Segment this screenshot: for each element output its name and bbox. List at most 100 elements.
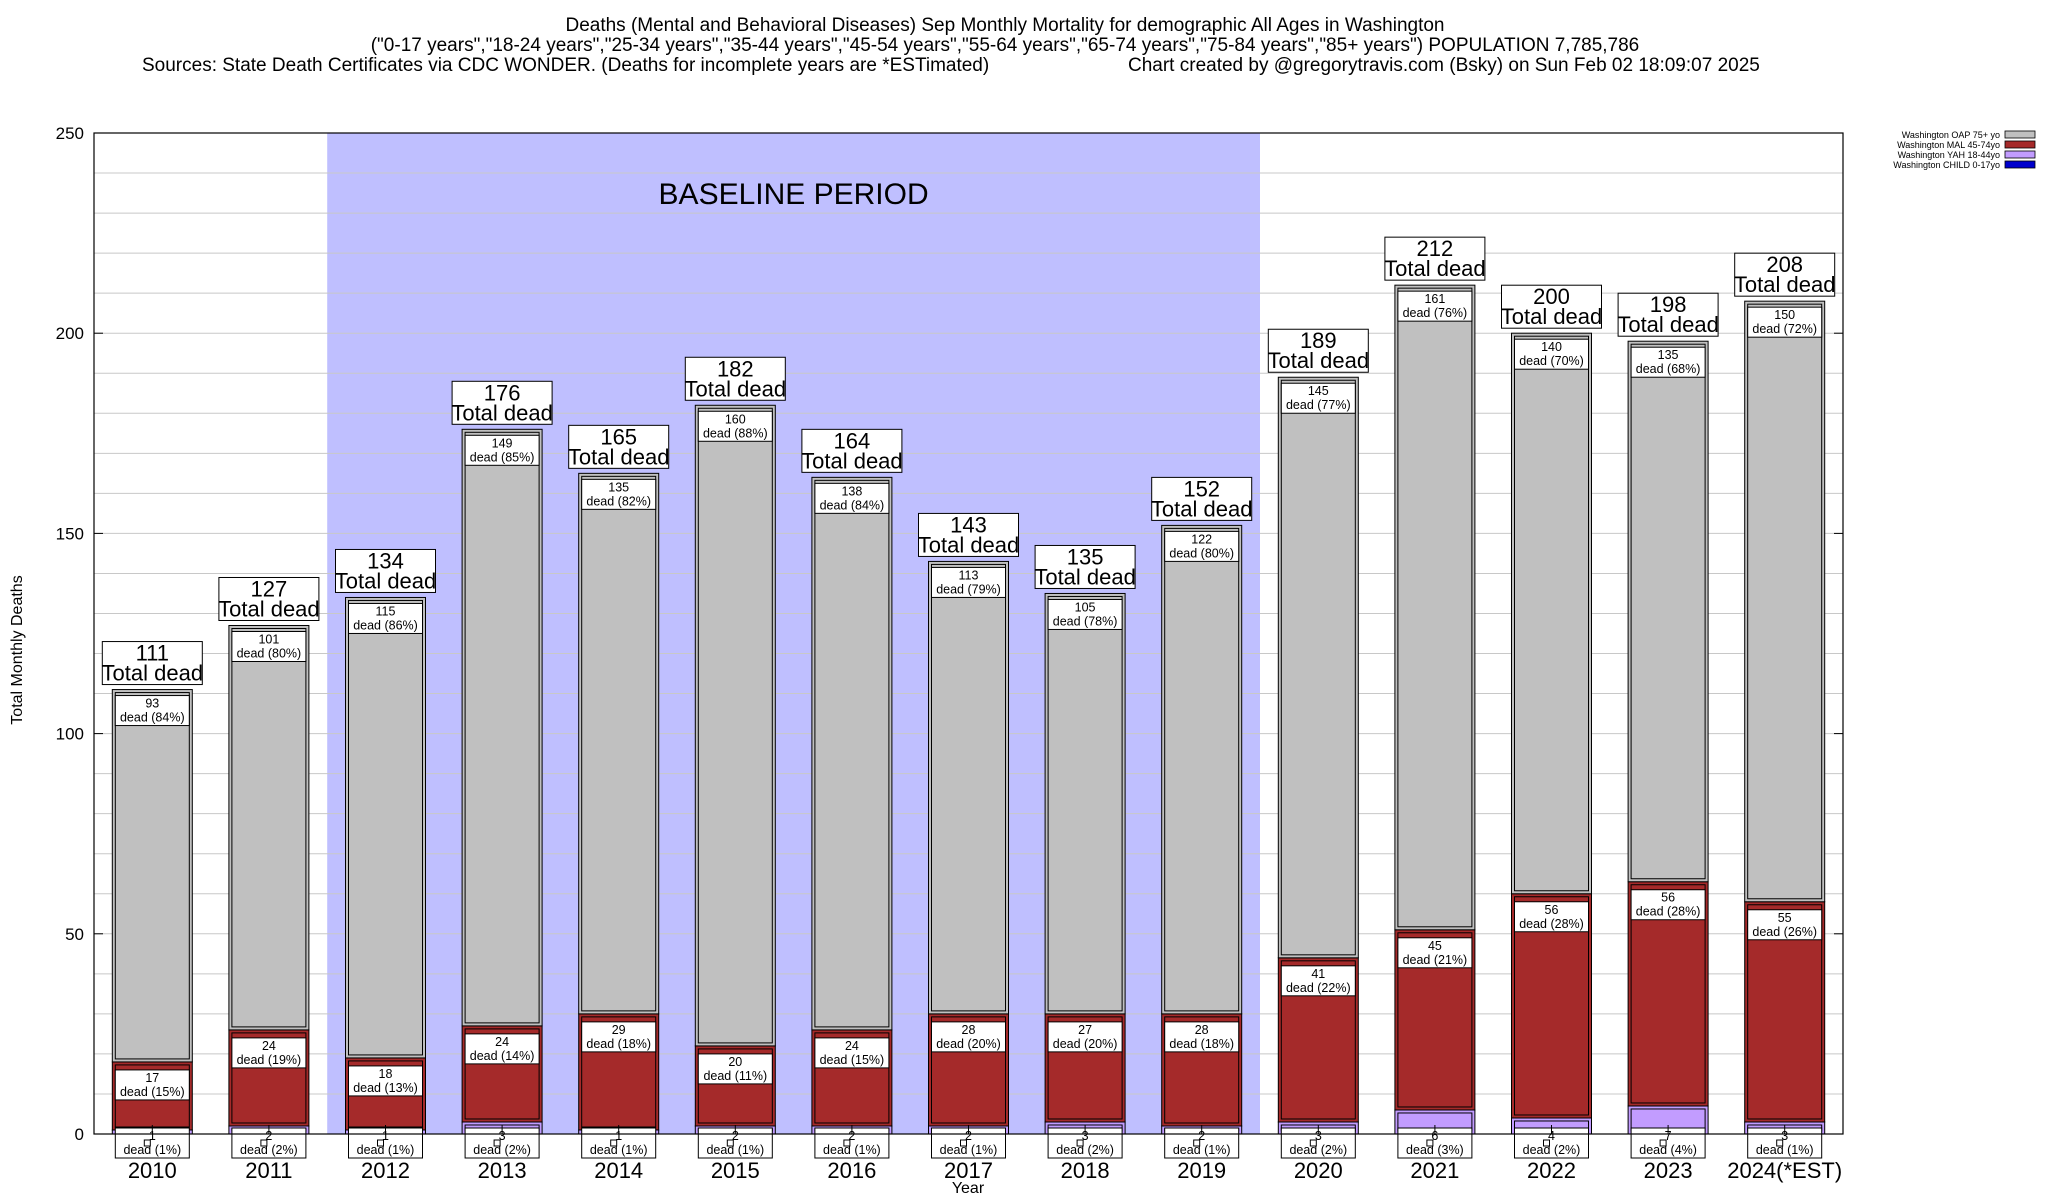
bar-segment <box>111 689 193 1063</box>
bar-segment <box>228 624 310 1031</box>
y-tick-label: 100 <box>56 725 84 744</box>
child-marker <box>260 1139 268 1147</box>
segment-label-pct: dead (80%) <box>1169 546 1234 560</box>
bar-segment <box>1161 524 1243 1015</box>
child-marker <box>1426 1139 1434 1147</box>
bar-segment-inner <box>464 1028 540 1120</box>
segment-label-pct: dead (77%) <box>1286 398 1351 412</box>
segment-label-count: 2 <box>732 1129 739 1143</box>
segment-label-pct: dead (18%) <box>586 1037 651 1051</box>
segment-label-box <box>1514 338 1589 370</box>
bar-segment <box>694 404 776 1047</box>
bar-segment <box>1394 284 1476 931</box>
segment-label-box <box>931 566 1006 598</box>
segment-label-box <box>1397 290 1473 322</box>
segment-label-box <box>348 1065 423 1097</box>
bar-segment <box>1277 376 1359 959</box>
total-label-box <box>1734 252 1836 297</box>
x-tick-label: 2016 <box>827 1158 876 1183</box>
chart-title: Deaths (Mental and Behavioral Diseases) … <box>565 15 1444 36</box>
segment-label-pct: dead (1%) <box>357 1143 415 1157</box>
x-tick-label: 2024(*EST) <box>1727 1158 1842 1183</box>
total-label-box <box>1151 476 1253 521</box>
y-tick-label: 200 <box>56 324 84 343</box>
segment-label-count: 18 <box>379 1067 393 1081</box>
segment-label-box <box>1047 1021 1123 1053</box>
child-marker <box>1076 1139 1084 1147</box>
legend-swatch <box>2004 140 2036 149</box>
bar-segment-inner <box>931 1016 1006 1124</box>
total-label-box <box>918 512 1019 557</box>
segment-label-pct: dead (28%) <box>1519 917 1584 931</box>
legend-swatch <box>2004 160 2036 169</box>
segment-label-count: 1 <box>149 1129 156 1143</box>
segment-label-pct: dead (11%) <box>703 1069 767 1083</box>
child-marker <box>843 1139 851 1147</box>
segment-label-box <box>1747 306 1823 338</box>
bar-segment-inner <box>581 475 657 1012</box>
segment-label-count: 3 <box>1082 1129 1089 1143</box>
chart-subtitle: ("0-17 years","18-24 years","25-34 years… <box>371 35 1640 56</box>
segment-label-count: 145 <box>1308 384 1329 398</box>
bar-segment <box>928 560 1009 1015</box>
bar-segment-inner <box>114 692 190 1060</box>
bar-segment <box>1627 340 1709 883</box>
bar-segment-inner <box>1514 335 1589 892</box>
segment-label-box <box>114 1069 190 1101</box>
segment-label-count: 105 <box>1075 600 1096 614</box>
total-label-text: Total dead <box>568 444 670 469</box>
child-marker <box>610 1139 618 1147</box>
bar-segment-inner <box>931 563 1006 1012</box>
segment-label-box <box>114 695 190 727</box>
total-label-text: Total dead <box>1034 564 1136 589</box>
segment-label-pct: dead (78%) <box>1053 614 1118 628</box>
segment-label-pct: dead (72%) <box>1752 322 1817 336</box>
segment-label-pct: dead (85%) <box>470 450 535 464</box>
child-marker <box>143 1139 151 1147</box>
segment-label-pct: dead (15%) <box>120 1085 185 1099</box>
child-marker <box>960 1139 967 1147</box>
bar-segment-inner <box>1047 1016 1123 1120</box>
segment-label-count: 6 <box>1431 1129 1438 1143</box>
segment-label-count: 160 <box>725 412 746 426</box>
bar-segment <box>461 428 543 1027</box>
segment-label-count: 122 <box>1191 532 1212 546</box>
total-label-count: 176 <box>484 380 521 405</box>
segment-label-pct: dead (1%) <box>590 1143 648 1157</box>
total-label-box <box>568 424 670 469</box>
x-axis: 2010 2011 2012 2013 2014 2015 2016 2017 2018 2019… <box>128 1125 1842 1183</box>
segment-label-count: 17 <box>145 1071 159 1085</box>
segment-label-pct: dead (68%) <box>1636 362 1701 376</box>
child-marker <box>1543 1139 1550 1147</box>
total-label-text: Total dead <box>1384 256 1486 281</box>
x-tick-label: 2018 <box>1061 1158 1110 1183</box>
segment-label-box <box>1280 382 1356 414</box>
chart-source: Sources: State Death Certificates via CD… <box>142 55 989 76</box>
segment-label-count: 45 <box>1428 939 1442 953</box>
segment-label-box <box>1280 965 1356 997</box>
total-label-count: 134 <box>367 548 404 573</box>
x-tick-label: 2011 <box>245 1158 292 1183</box>
segment-label-count: 24 <box>845 1039 859 1053</box>
segment-label-count: 24 <box>495 1035 509 1049</box>
segment-label-pct: dead (1%) <box>1756 1143 1814 1157</box>
segment-label-pct: dead (2%) <box>1523 1143 1581 1157</box>
segment-label-box <box>348 1127 423 1159</box>
total-label-count: 165 <box>600 424 637 449</box>
